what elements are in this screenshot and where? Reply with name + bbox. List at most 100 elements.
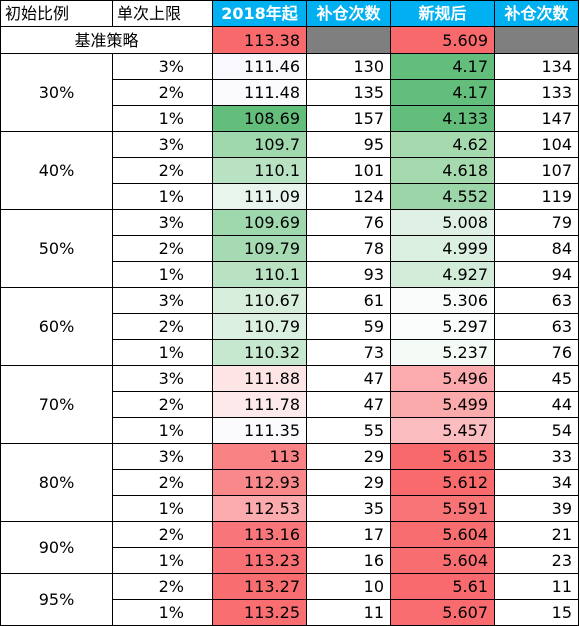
refill-count-new-cell: 147 <box>494 105 579 132</box>
baseline-blank-cell <box>494 26 579 54</box>
value-2018-cell: 110.1 <box>212 157 307 184</box>
header-refill-count-2018: 补仓次数 <box>306 0 391 27</box>
refill-count-2018-cell: 10 <box>306 573 391 600</box>
refill-count-2018-cell: 55 <box>306 417 391 444</box>
single-cap-cell: 1% <box>112 183 213 210</box>
refill-count-2018-cell: 61 <box>306 287 391 314</box>
single-cap-cell: 3% <box>112 209 213 236</box>
refill-count-new-cell: 45 <box>494 365 579 392</box>
value-new-cell: 5.612 <box>390 469 495 496</box>
single-cap-cell: 2% <box>112 469 213 496</box>
value-new-cell: 5.457 <box>390 417 495 444</box>
initial-ratio-cell: 95% <box>0 573 113 626</box>
value-new-cell: 5.607 <box>390 599 495 626</box>
table-row: 50% 3% 109.69 76 5.008 79 <box>0 209 579 288</box>
single-cap-cell: 3% <box>112 287 213 314</box>
value-2018-cell: 111.78 <box>212 391 307 418</box>
value-new-cell: 5.61 <box>390 573 495 600</box>
single-cap-cell: 1% <box>112 339 213 366</box>
value-2018-cell: 111.88 <box>212 365 307 392</box>
value-2018-cell: 110.1 <box>212 261 307 288</box>
single-cap-cell: 1% <box>112 417 213 444</box>
value-new-cell: 4.62 <box>390 131 495 158</box>
value-2018-cell: 109.7 <box>212 131 307 158</box>
table-row: 70% 3% 111.88 47 5.496 45 <box>0 365 579 444</box>
value-new-cell: 5.008 <box>390 209 495 236</box>
header-initial-ratio: 初始比例 <box>0 0 113 27</box>
table-row: 1% 111.09 124 4.552 119 <box>1 183 579 210</box>
value-new-cell: 4.927 <box>390 261 495 288</box>
refill-count-2018-cell: 35 <box>306 495 391 522</box>
table-row: 2% 112.93 29 5.612 34 <box>1 469 579 496</box>
refill-count-new-cell: 119 <box>494 183 579 210</box>
refill-count-2018-cell: 157 <box>306 105 391 132</box>
baseline-row: 基准策略 113.38 5.609 <box>0 26 579 54</box>
refill-count-2018-cell: 130 <box>306 53 391 80</box>
table-row: 2% 110.1 101 4.618 107 <box>1 157 579 184</box>
header-2018-value: 2018年起 <box>212 0 307 27</box>
single-cap-cell: 2% <box>112 313 213 340</box>
value-2018-cell: 108.69 <box>212 105 307 132</box>
refill-count-2018-cell: 73 <box>306 339 391 366</box>
refill-count-new-cell: 84 <box>494 235 579 262</box>
refill-count-2018-cell: 29 <box>306 469 391 496</box>
refill-count-new-cell: 34 <box>494 469 579 496</box>
table-row: 1% 108.69 157 4.133 147 <box>1 105 579 132</box>
single-cap-cell: 1% <box>112 495 213 522</box>
refill-count-2018-cell: 59 <box>306 313 391 340</box>
refill-count-new-cell: 94 <box>494 261 579 288</box>
single-cap-cell: 3% <box>112 443 213 470</box>
value-new-cell: 5.237 <box>390 339 495 366</box>
single-cap-cell: 1% <box>112 599 213 626</box>
initial-ratio-cell: 30% <box>0 53 113 132</box>
refill-count-new-cell: 63 <box>494 313 579 340</box>
refill-count-2018-cell: 101 <box>306 157 391 184</box>
refill-count-new-cell: 79 <box>494 209 579 236</box>
refill-count-new-cell: 133 <box>494 79 579 106</box>
value-2018-cell: 113 <box>212 443 307 470</box>
refill-count-new-cell: 11 <box>494 573 579 600</box>
value-new-cell: 5.499 <box>390 391 495 418</box>
single-cap-cell: 1% <box>112 105 213 132</box>
refill-count-new-cell: 23 <box>494 547 579 574</box>
table-row: 30% 3% 111.46 130 4.17 134 <box>0 53 579 132</box>
value-2018-cell: 111.35 <box>212 417 307 444</box>
refill-count-2018-cell: 11 <box>306 599 391 626</box>
table-row: 80% 3% 113 29 5.615 33 <box>0 443 579 522</box>
refill-count-2018-cell: 93 <box>306 261 391 288</box>
value-new-cell: 5.604 <box>390 547 495 574</box>
refill-count-2018-cell: 16 <box>306 547 391 574</box>
refill-count-new-cell: 63 <box>494 287 579 314</box>
single-cap-cell: 3% <box>112 365 213 392</box>
single-cap-cell: 2% <box>112 235 213 262</box>
table-row: 1% 113.25 11 5.607 15 <box>1 599 579 626</box>
value-2018-cell: 113.25 <box>212 599 307 626</box>
refill-count-2018-cell: 29 <box>306 443 391 470</box>
refill-count-2018-cell: 135 <box>306 79 391 106</box>
value-new-cell: 4.552 <box>390 183 495 210</box>
refill-count-new-cell: 44 <box>494 391 579 418</box>
header-single-cap: 单次上限 <box>112 0 213 27</box>
table-row: 1% 110.32 73 5.237 76 <box>1 339 579 366</box>
refill-count-new-cell: 134 <box>494 53 579 80</box>
single-cap-cell: 1% <box>112 547 213 574</box>
value-new-cell: 5.297 <box>390 313 495 340</box>
single-cap-cell: 2% <box>112 391 213 418</box>
value-new-cell: 5.604 <box>390 521 495 548</box>
value-2018-cell: 110.79 <box>212 313 307 340</box>
single-cap-cell: 2% <box>112 157 213 184</box>
single-cap-cell: 2% <box>112 521 213 548</box>
header-new-rule-value: 新规后 <box>390 0 495 27</box>
value-new-cell: 4.133 <box>390 105 495 132</box>
refill-count-new-cell: 104 <box>494 131 579 158</box>
header-refill-count-new: 补仓次数 <box>494 0 579 27</box>
value-2018-cell: 109.69 <box>212 209 307 236</box>
refill-count-new-cell: 21 <box>494 521 579 548</box>
refill-count-2018-cell: 76 <box>306 209 391 236</box>
table-row: 2% 111.78 47 5.499 44 <box>1 391 579 418</box>
refill-count-new-cell: 76 <box>494 339 579 366</box>
refill-count-new-cell: 33 <box>494 443 579 470</box>
single-cap-cell: 1% <box>112 261 213 288</box>
value-2018-cell: 111.09 <box>212 183 307 210</box>
